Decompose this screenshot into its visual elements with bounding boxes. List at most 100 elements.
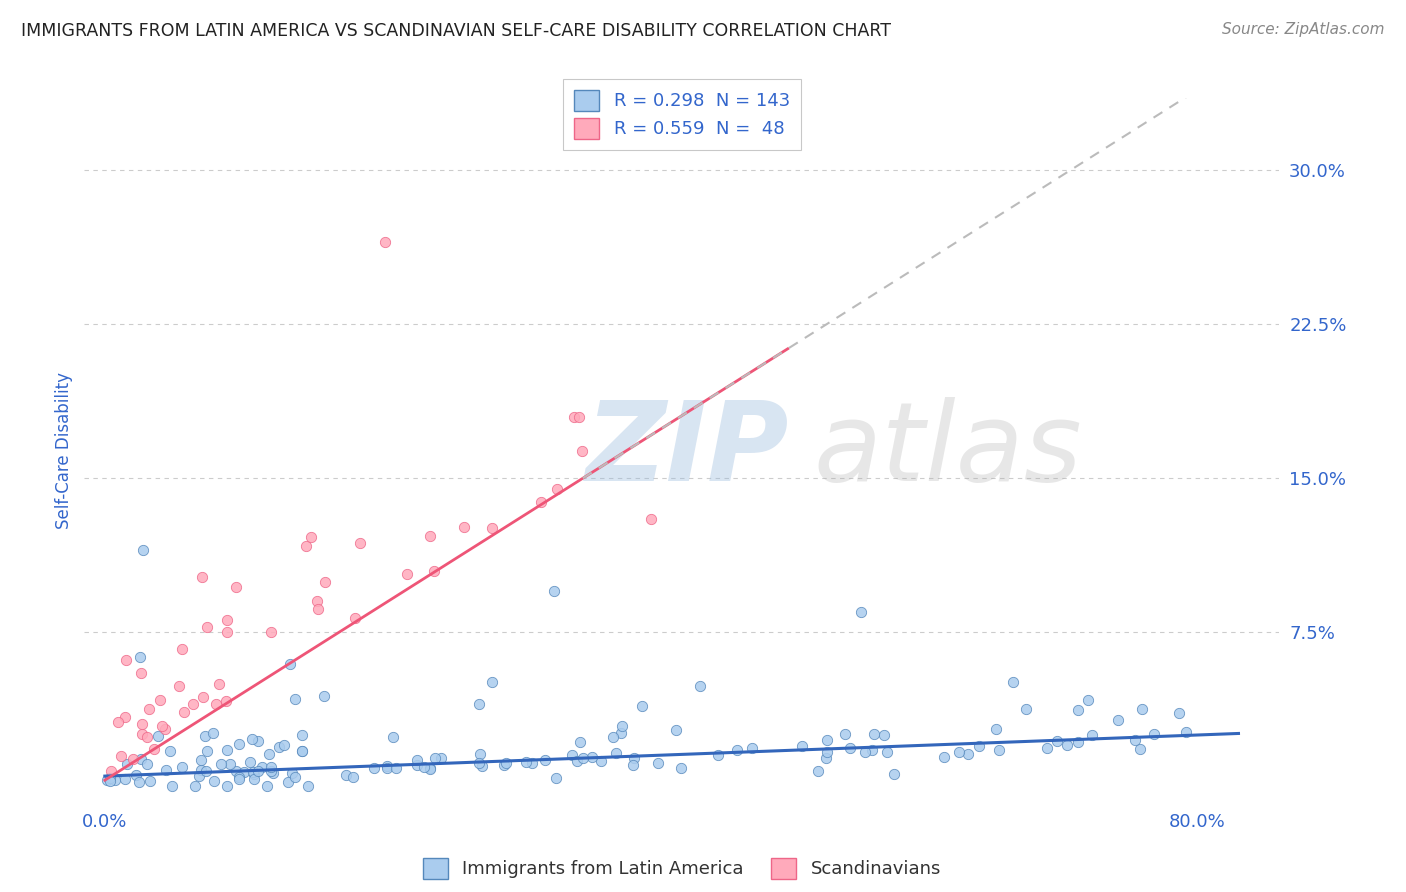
Point — [114, 772, 136, 786]
Point — [419, 529, 441, 543]
Point — [307, 602, 329, 616]
Point — [956, 747, 979, 761]
Point — [342, 770, 364, 784]
Point — [495, 756, 517, 770]
Point — [581, 749, 603, 764]
Point — [243, 772, 266, 787]
Point — [124, 768, 146, 782]
Point — [375, 761, 398, 775]
Point — [260, 624, 283, 639]
Point — [146, 729, 169, 743]
Point — [138, 702, 160, 716]
Point — [159, 744, 181, 758]
Point — [602, 730, 624, 744]
Point — [1123, 733, 1146, 747]
Point — [569, 734, 592, 748]
Point — [191, 690, 214, 705]
Point — [932, 750, 955, 764]
Point — [128, 649, 150, 664]
Point — [562, 409, 585, 424]
Point — [515, 755, 537, 769]
Point — [252, 759, 274, 773]
Point — [396, 566, 419, 581]
Point — [228, 737, 250, 751]
Point — [568, 409, 591, 424]
Point — [561, 747, 583, 762]
Point — [299, 530, 322, 544]
Point — [242, 765, 264, 780]
Point — [181, 698, 204, 712]
Point — [669, 761, 692, 775]
Point — [225, 764, 247, 779]
Point — [1001, 674, 1024, 689]
Point — [295, 539, 318, 553]
Point — [307, 593, 329, 607]
Point — [1056, 738, 1078, 752]
Point — [215, 780, 238, 794]
Point — [155, 763, 177, 777]
Point — [468, 697, 491, 711]
Point — [267, 740, 290, 755]
Point — [571, 751, 593, 765]
Point — [239, 755, 262, 769]
Point — [860, 742, 883, 756]
Point — [215, 693, 238, 707]
Text: atlas: atlas — [814, 397, 1083, 504]
Point — [215, 613, 238, 627]
Text: Source: ZipAtlas.com: Source: ZipAtlas.com — [1222, 22, 1385, 37]
Point — [374, 235, 396, 249]
Point — [205, 698, 228, 712]
Point — [247, 764, 270, 779]
Point — [195, 744, 218, 758]
Point — [291, 744, 314, 758]
Point — [807, 764, 830, 778]
Point — [815, 745, 838, 759]
Point — [792, 739, 814, 753]
Point — [1036, 741, 1059, 756]
Point — [228, 772, 250, 786]
Point — [167, 679, 190, 693]
Point — [419, 761, 441, 775]
Point — [967, 739, 990, 754]
Point — [98, 774, 121, 789]
Point — [172, 760, 194, 774]
Point — [278, 657, 301, 671]
Point — [851, 605, 873, 619]
Point — [546, 483, 568, 497]
Point — [194, 764, 217, 779]
Point — [1067, 702, 1090, 716]
Point — [623, 751, 645, 765]
Point — [131, 727, 153, 741]
Point — [291, 743, 314, 757]
Point — [707, 747, 730, 762]
Point — [314, 689, 336, 703]
Point — [1174, 725, 1197, 739]
Point — [689, 679, 711, 693]
Point — [122, 752, 145, 766]
Point — [153, 723, 176, 737]
Point — [135, 730, 157, 744]
Point — [423, 564, 446, 578]
Point — [128, 775, 150, 789]
Point — [631, 699, 654, 714]
Point — [228, 770, 250, 784]
Point — [142, 742, 165, 756]
Point — [110, 748, 132, 763]
Point — [225, 580, 247, 594]
Point — [382, 730, 405, 744]
Point — [413, 760, 436, 774]
Point — [984, 722, 1007, 736]
Point — [131, 543, 153, 558]
Point — [284, 692, 307, 706]
Point — [492, 758, 515, 772]
Point — [471, 759, 494, 773]
Point — [260, 764, 283, 779]
Point — [425, 751, 447, 765]
Point — [115, 653, 138, 667]
Point — [589, 755, 612, 769]
Point — [243, 766, 266, 780]
Point — [190, 763, 212, 777]
Point — [208, 676, 231, 690]
Point — [640, 512, 662, 526]
Point — [1081, 728, 1104, 742]
